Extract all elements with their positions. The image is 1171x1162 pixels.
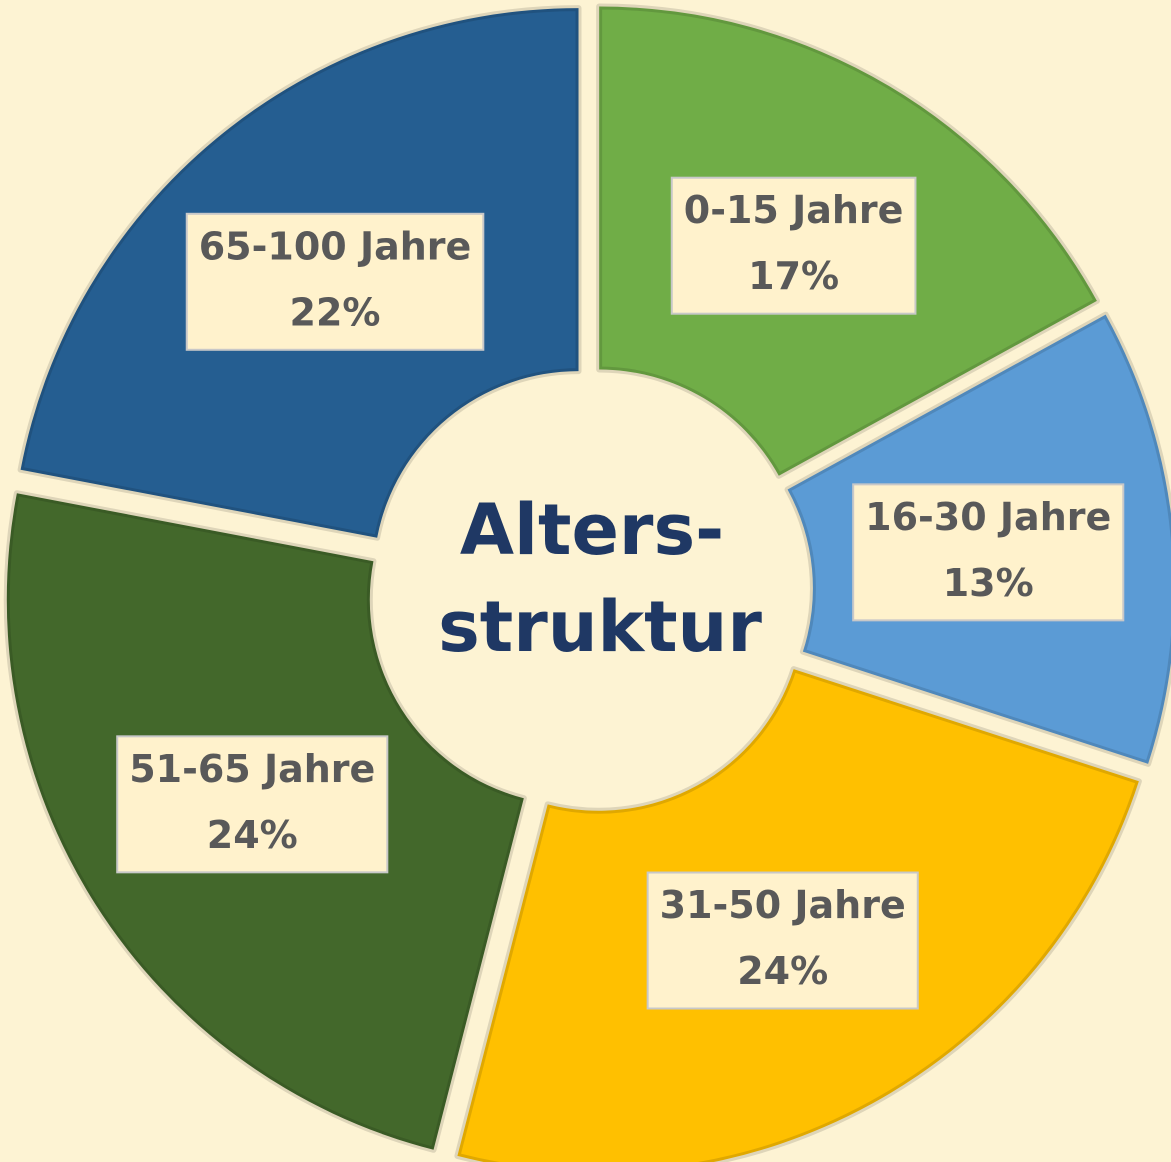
slice-label: 51-65 Jahre — [129, 747, 375, 791]
label-box — [185, 212, 485, 351]
chart-title: Alters- — [460, 489, 724, 571]
value-label: 24% — [207, 813, 298, 857]
slice-label: 0-15 Jahre — [684, 188, 904, 232]
label-box — [670, 176, 917, 315]
slice-label: 16-30 Jahre — [865, 495, 1111, 539]
slice-label: 31-50 Jahre — [660, 883, 906, 927]
chart-title: struktur — [438, 586, 762, 668]
value-label: 17% — [748, 254, 839, 298]
value-label: 22% — [290, 290, 381, 334]
value-label: 13% — [943, 561, 1034, 605]
slice-label: 65-100 Jahre — [199, 224, 472, 268]
label-box — [646, 871, 919, 1010]
label-box — [852, 483, 1125, 622]
label-box — [116, 735, 389, 874]
value-label: 24% — [737, 949, 828, 993]
